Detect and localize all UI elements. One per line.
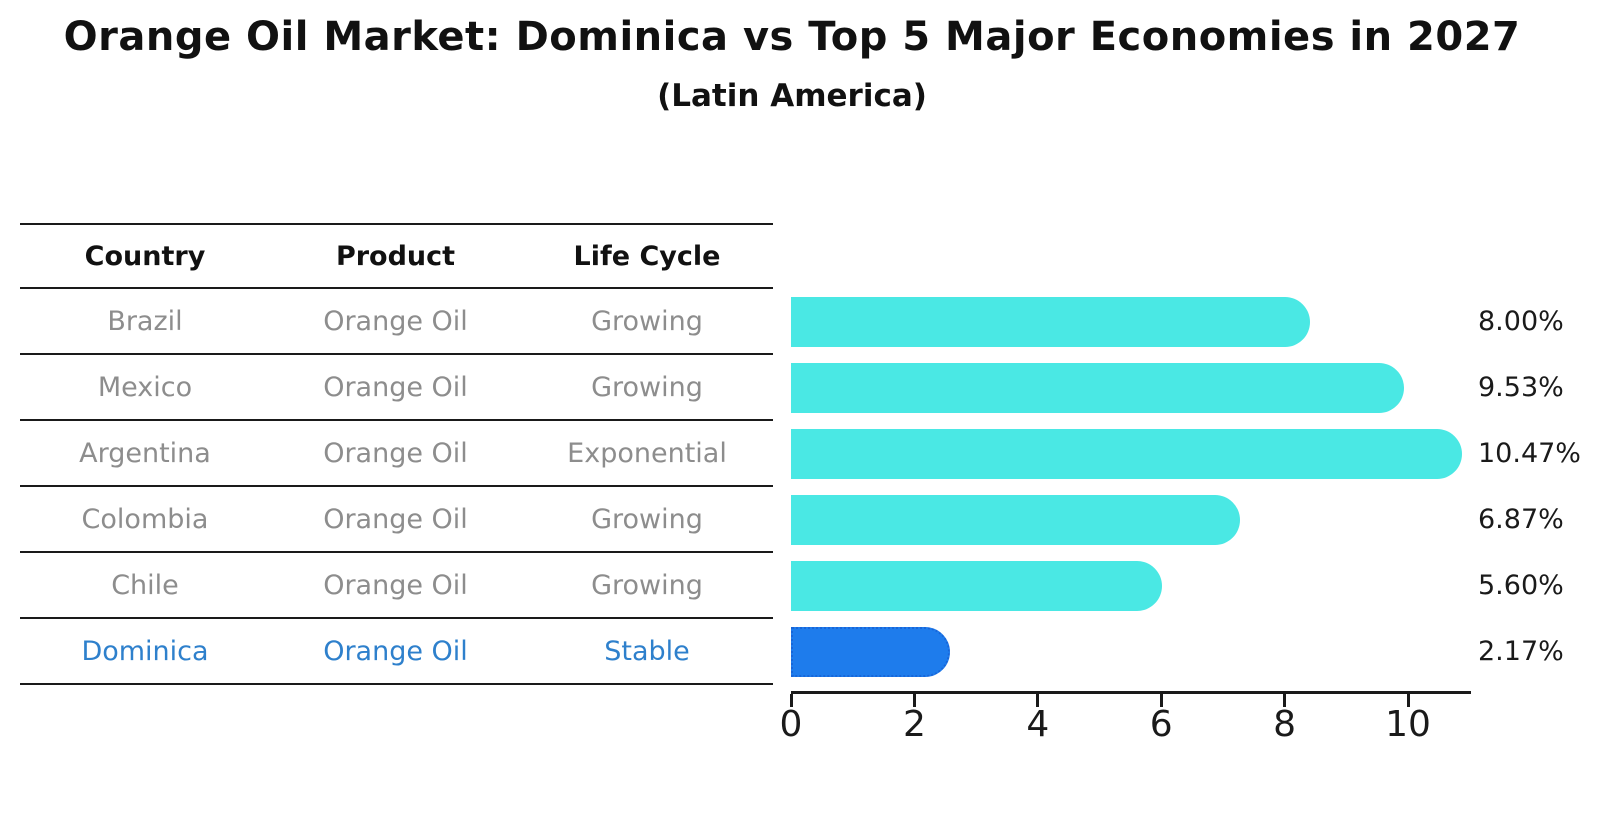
cell-country: Chile — [111, 569, 179, 601]
bar-argentina — [791, 429, 1462, 479]
bar-mexico — [791, 363, 1404, 413]
cell-product: Orange Oil — [323, 569, 468, 601]
x-tick-label-6: 6 — [1149, 704, 1173, 745]
cell-product: Orange Oil — [323, 503, 468, 535]
table-row-dominica: Dominica Orange Oil Stable — [20, 619, 773, 685]
x-axis-line — [791, 691, 1471, 694]
table-row-brazil: Brazil Orange Oil Growing — [20, 289, 773, 355]
cell-life-cycle: Stable — [604, 635, 690, 667]
x-tick-label-10: 10 — [1385, 704, 1431, 745]
bar-colombia — [791, 495, 1240, 545]
cell-product: Orange Oil — [323, 305, 468, 337]
x-tick-mark-6 — [1159, 694, 1163, 707]
cell-life-cycle: Growing — [591, 569, 703, 601]
column-header-product: Product — [335, 240, 456, 272]
chart-subtitle: (Latin America) — [657, 78, 927, 114]
table-row-colombia: Colombia Orange Oil Growing — [20, 487, 773, 553]
table-header-row: Country Product Life Cycle — [20, 223, 773, 289]
x-tick-mark-2 — [912, 694, 916, 707]
bar-value-label-colombia: 6.87% — [1478, 504, 1564, 535]
bar-value-label-mexico: 9.53% — [1478, 372, 1564, 403]
cell-product: Orange Oil — [323, 635, 468, 667]
cell-product: Orange Oil — [323, 437, 468, 469]
x-tick-mark-0 — [789, 694, 793, 707]
bar-chile — [791, 561, 1162, 611]
cell-country: Mexico — [97, 371, 193, 403]
column-header-country: Country — [84, 240, 206, 272]
bar-value-label-dominica: 2.17% — [1478, 636, 1564, 667]
cell-country: Dominica — [81, 635, 209, 667]
table-row-chile: Chile Orange Oil Growing — [20, 553, 773, 619]
bar-dominica — [791, 627, 950, 677]
cell-country: Argentina — [79, 437, 211, 469]
bar-value-label-brazil: 8.00% — [1478, 306, 1564, 337]
table-body: Brazil Orange Oil Growing Mexico Orange Oil G… — [20, 289, 773, 685]
cell-product: Orange Oil — [323, 371, 468, 403]
cell-life-cycle: Exponential — [567, 437, 727, 469]
cell-country: Brazil — [107, 305, 183, 337]
cell-country: Colombia — [81, 503, 209, 535]
bar-value-label-chile: 5.60% — [1478, 570, 1564, 601]
x-tick-label-2: 2 — [902, 704, 926, 745]
x-tick-label-4: 4 — [1026, 704, 1050, 745]
x-tick-mark-10 — [1406, 694, 1410, 707]
column-header-life-cycle: Life Cycle — [573, 240, 721, 272]
x-tick-label-8: 8 — [1273, 704, 1297, 745]
table-row-mexico: Mexico Orange Oil Growing — [20, 355, 773, 421]
x-tick-label-0: 0 — [779, 704, 803, 745]
cell-life-cycle: Growing — [591, 371, 703, 403]
bar-brazil — [791, 297, 1310, 347]
table-row-argentina: Argentina Orange Oil Exponential — [20, 421, 773, 487]
cell-life-cycle: Growing — [591, 503, 703, 535]
chart-title: Orange Oil Market: Dominica vs Top 5 Maj… — [63, 14, 1521, 60]
x-tick-mark-4 — [1036, 694, 1040, 707]
cell-life-cycle: Growing — [591, 305, 703, 337]
country-table: Country Product Life Cycle Brazil Orange … — [20, 223, 773, 685]
x-tick-mark-8 — [1283, 694, 1287, 707]
bar-value-label-argentina: 10.47% — [1478, 438, 1581, 469]
